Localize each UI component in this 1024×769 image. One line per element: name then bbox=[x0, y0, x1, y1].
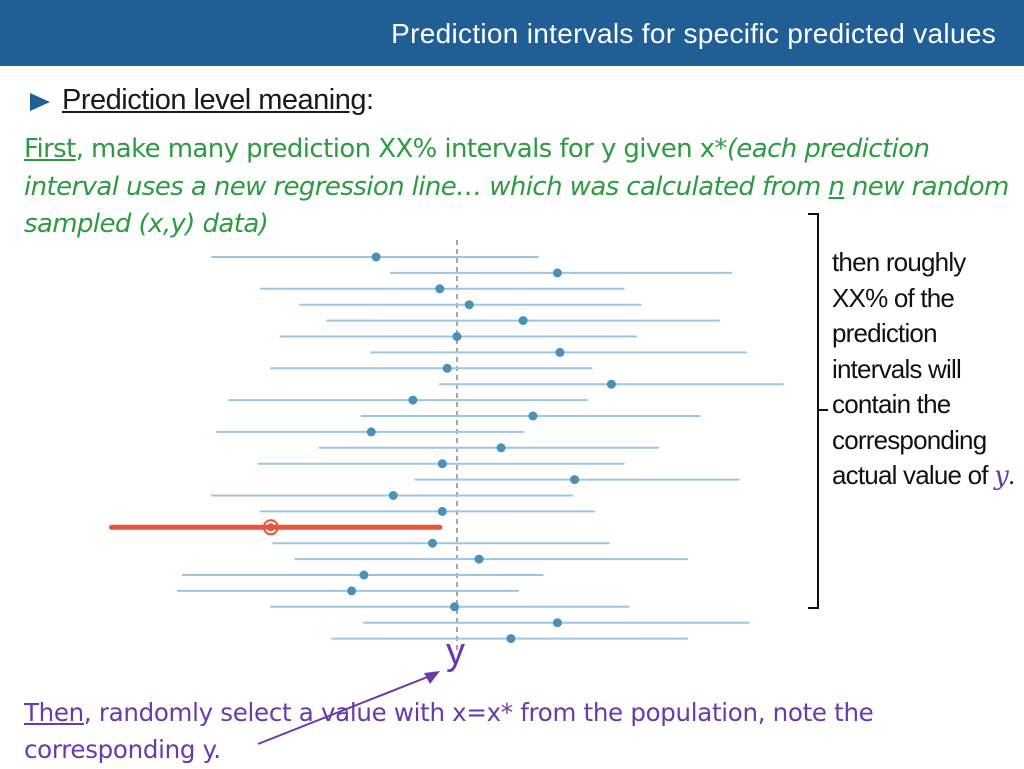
interval-point bbox=[371, 252, 381, 262]
interval-point bbox=[347, 586, 357, 596]
interval-point bbox=[450, 602, 460, 612]
triangle-bullet-icon bbox=[30, 93, 50, 111]
section-heading: Prediction level meaning: bbox=[62, 84, 374, 117]
interval-point bbox=[388, 491, 398, 500]
interval-point bbox=[518, 316, 528, 326]
side-note-text: then roughly XX% of the prediction inter… bbox=[832, 247, 995, 490]
y-marker-label: y bbox=[446, 631, 465, 673]
title-bar: Prediction intervals for specific predic… bbox=[0, 0, 1024, 66]
first-word: First bbox=[24, 134, 76, 164]
interval-point bbox=[528, 411, 538, 421]
missed-interval-point bbox=[266, 523, 275, 532]
side-note: then roughly XX% of the prediction inter… bbox=[832, 245, 1022, 495]
interval-point bbox=[506, 634, 516, 644]
arrowhead-icon bbox=[424, 671, 440, 684]
interval-point bbox=[496, 443, 506, 453]
interval-point bbox=[474, 554, 484, 564]
slide-title: Prediction intervals for specific predic… bbox=[391, 18, 996, 49]
bracket bbox=[808, 213, 819, 609]
step-one-italic-b: new random sampled (x,y) data) bbox=[24, 171, 1009, 240]
step-one-italic-a: (each prediction interval uses a new reg… bbox=[24, 134, 930, 202]
interval-point bbox=[435, 284, 445, 294]
interval-point bbox=[452, 332, 462, 341]
heading-colon: : bbox=[365, 84, 374, 116]
interval-point bbox=[552, 268, 562, 278]
interval-point bbox=[408, 395, 418, 405]
side-note-period: . bbox=[1007, 460, 1015, 490]
interval-point bbox=[359, 570, 369, 580]
interval-point bbox=[464, 300, 474, 310]
missed-point-ring bbox=[262, 519, 279, 536]
interval-point bbox=[437, 459, 447, 469]
then-word: Then bbox=[24, 698, 84, 727]
step-one-text: First, make many prediction XX% interval… bbox=[24, 131, 1014, 244]
step-two-text: Then, randomly select a value with x=x* … bbox=[24, 694, 1014, 768]
interval-point bbox=[606, 379, 616, 389]
step-one-n: n bbox=[828, 171, 845, 202]
annotation-arrow bbox=[257, 675, 431, 745]
interval-point bbox=[428, 538, 437, 548]
side-note-y: y bbox=[994, 461, 1009, 491]
interval-point bbox=[570, 475, 580, 485]
interval-point bbox=[555, 347, 565, 357]
step-one-body: , make many prediction XX% intervals for… bbox=[75, 134, 728, 164]
heading-text: Prediction level meaning bbox=[62, 84, 366, 116]
interval-group bbox=[109, 252, 784, 644]
interval-point bbox=[552, 618, 562, 628]
interval-point bbox=[437, 506, 447, 516]
interval-point bbox=[442, 363, 452, 373]
interval-point bbox=[366, 427, 376, 437]
step-two-body: , randomly select a value with x=x* from… bbox=[24, 698, 874, 764]
